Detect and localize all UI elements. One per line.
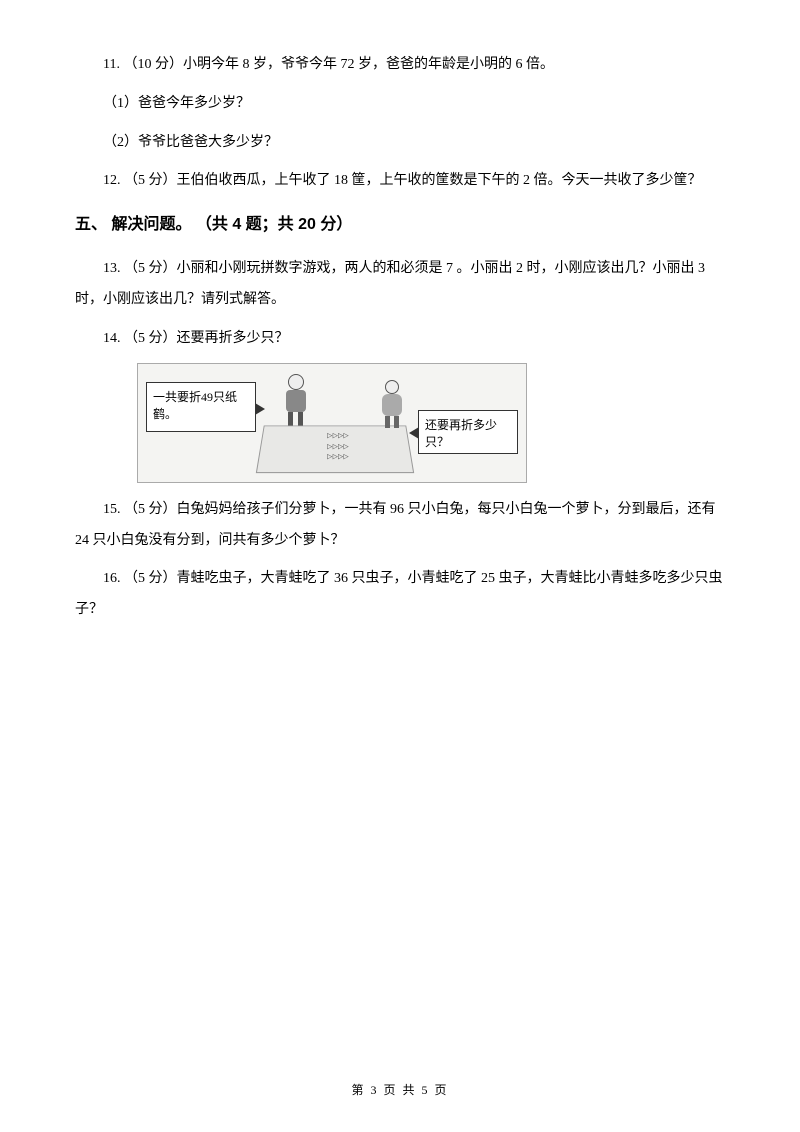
q12: 12. （5 分）王伯伯收西瓜，上午收了 18 筐，上午收的筐数是下午的 2 倍… (75, 166, 725, 197)
girl-icon (376, 380, 408, 430)
page-footer: 第 3 页 共 5 页 (0, 1081, 800, 1098)
q14-main: 14. （5 分）还要再折多少只？ (75, 324, 725, 355)
q14-figure: 一共要折49只纸鹤。 ▷▷▷▷ ▷▷▷▷ ▷▷▷▷ 还要再折多少只？ (137, 363, 527, 483)
q15: 15. （5 分）白兔妈妈给孩子们分萝卜，一共有 96 只小白兔，每只小白兔一个… (75, 495, 725, 557)
crane-row: ▷▷▷▷ (288, 442, 388, 453)
speech-balloon-left: 一共要折49只纸鹤。 (146, 382, 256, 432)
crane-row: ▷▷▷▷ (288, 452, 388, 463)
q11-sub1: （1）爸爸今年多少岁？ (75, 89, 725, 120)
section-5-title: 五、 解决问题。 （共 4 题；共 20 分） (75, 207, 725, 242)
q13: 13. （5 分）小丽和小刚玩拼数字游戏，两人的和必须是 7 。小丽出 2 时，… (75, 254, 725, 316)
q11-sub2: （2）爷爷比爸爸大多少岁？ (75, 128, 725, 159)
speech-balloon-right: 还要再折多少只？ (418, 410, 518, 454)
q11-main: 11. （10 分）小明今年 8 岁，爷爷今年 72 岁，爸爸的年龄是小明的 6… (75, 50, 725, 81)
crane-row: ▷▷▷▷ (288, 431, 388, 442)
page-content: 11. （10 分）小明今年 8 岁，爷爷今年 72 岁，爸爸的年龄是小明的 6… (0, 0, 800, 626)
paper-cranes-icon: ▷▷▷▷ ▷▷▷▷ ▷▷▷▷ (288, 431, 388, 463)
q16: 16. （5 分）青蛙吃虫子，大青蛙吃了 36 只虫子，小青蛙吃了 25 虫子，… (75, 564, 725, 626)
boy-icon (278, 374, 314, 428)
q14-figure-wrap: 一共要折49只纸鹤。 ▷▷▷▷ ▷▷▷▷ ▷▷▷▷ 还要再折多少只？ (137, 363, 725, 483)
